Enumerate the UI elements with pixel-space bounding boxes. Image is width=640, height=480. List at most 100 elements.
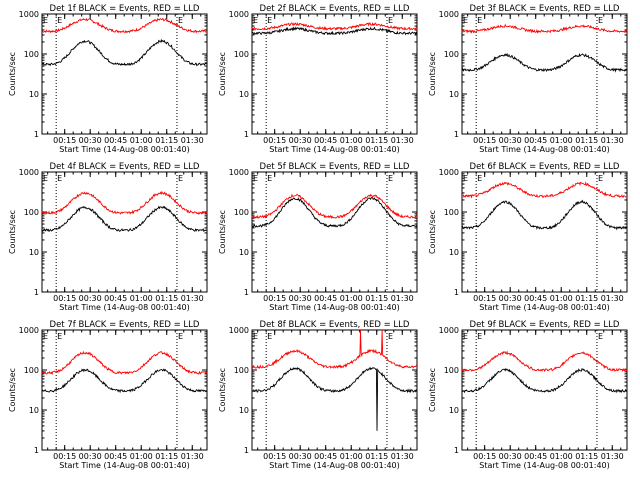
- y-tick-label: 1: [454, 288, 459, 297]
- x-tick-label: 00:15: [53, 294, 76, 303]
- x-axis-label: Start Time (14-Aug-08 00:01:40): [59, 303, 190, 312]
- x-tick-label: 00:15: [263, 294, 286, 303]
- x-tick-label: 00:30: [289, 294, 312, 303]
- panel-det-6: Det 6f BLACK = Events, RED = LLD 1 10 100 10…: [428, 162, 628, 312]
- y-tick-label: 1: [34, 288, 39, 297]
- x-tick-label: 00:45: [104, 452, 127, 461]
- edge-marker-label: E: [463, 16, 468, 25]
- panel-det-4: Det 4f BLACK = Events, RED = LLD 1 10 100 10…: [8, 162, 208, 312]
- panel-det-7: Det 7f BLACK = Events, RED = LLD 1 10 100 10…: [8, 320, 208, 470]
- x-tick-label: 01:15: [155, 294, 178, 303]
- x-tick-label: 01:00: [550, 452, 573, 461]
- x-tick-label: 01:15: [575, 452, 598, 461]
- x-tick-label: 00:30: [499, 294, 522, 303]
- events-rate-line: [461, 199, 628, 231]
- x-tick-label: 00:30: [79, 136, 102, 145]
- panel-title: Det 3f BLACK = Events, RED = LLD: [470, 4, 620, 14]
- events-rate-line: [41, 368, 208, 394]
- x-tick-label: 00:45: [314, 294, 337, 303]
- y-tick-label: 10: [29, 90, 39, 99]
- y-tick-label: 1: [34, 446, 39, 455]
- panel-det-3: Det 3f BLACK = Events, RED = LLD 1 10 100 10…: [428, 4, 628, 154]
- event-marker-label: E: [388, 332, 393, 341]
- y-tick-label: 1: [244, 130, 249, 139]
- lld-rate-line: [251, 193, 418, 220]
- lld-rate-line: [461, 23, 628, 34]
- x-tick-label: 00:15: [473, 452, 496, 461]
- edge-marker-label: E: [43, 174, 48, 183]
- x-tick-label: 01:15: [575, 136, 598, 145]
- y-tick-label: 1: [34, 130, 39, 139]
- x-tick-label: 01:00: [340, 452, 363, 461]
- event-marker-label: E: [388, 174, 393, 183]
- x-tick-label: 00:15: [53, 452, 76, 461]
- panel-title: Det 6f BLACK = Events, RED = LLD: [470, 162, 620, 172]
- lld-rate-line: [461, 350, 628, 372]
- panel-title: Det 4f BLACK = Events, RED = LLD: [50, 162, 200, 172]
- y-axis-label: Counts/sec: [218, 368, 227, 412]
- panel-title: Det 9f BLACK = Events, RED = LLD: [470, 320, 620, 330]
- x-axis-label: Start Time (14-Aug-08 00:01:40): [479, 461, 610, 470]
- y-tick-label: 100: [24, 50, 39, 59]
- lld-rate-line: [41, 17, 208, 34]
- x-tick-label: 00:30: [289, 136, 312, 145]
- x-tick-label: 00:15: [263, 452, 286, 461]
- y-tick-label: 100: [234, 50, 249, 59]
- event-marker-label: E: [178, 16, 183, 25]
- event-marker-label: E: [598, 16, 603, 25]
- x-tick-label: 01:15: [575, 294, 598, 303]
- y-tick-label: 100: [24, 366, 39, 375]
- x-axis-label: Start Time (14-Aug-08 00:01:40): [59, 145, 190, 154]
- edge-marker-label: E: [253, 332, 258, 341]
- x-tick-label: 01:30: [601, 294, 624, 303]
- y-axis-label: Counts/sec: [428, 210, 437, 254]
- x-tick-label: 01:30: [181, 452, 204, 461]
- y-tick-label: 10: [239, 90, 249, 99]
- x-tick-label: 01:00: [550, 136, 573, 145]
- plot-frame: [41, 171, 208, 293]
- edge-marker-label: E: [43, 16, 48, 25]
- event-marker-label: E: [598, 174, 603, 183]
- y-tick-label: 10: [239, 406, 249, 415]
- events-rate-line: [461, 52, 628, 73]
- x-tick-label: 01:00: [550, 294, 573, 303]
- event-marker-label: E: [477, 16, 482, 25]
- y-tick-label: 10: [449, 406, 459, 415]
- plot-frame: [461, 329, 628, 451]
- event-marker-label: E: [267, 16, 272, 25]
- x-tick-label: 01:30: [391, 136, 414, 145]
- event-marker-label: E: [477, 174, 482, 183]
- x-tick-label: 00:30: [79, 294, 102, 303]
- y-axis-label: Counts/sec: [8, 210, 17, 254]
- y-tick-label: 1000: [19, 10, 39, 19]
- x-tick-label: 01:00: [340, 136, 363, 145]
- panel-title: Det 1f BLACK = Events, RED = LLD: [50, 4, 200, 14]
- x-tick-label: 00:15: [473, 136, 496, 145]
- y-axis-label: Counts/sec: [8, 368, 17, 412]
- plot-frame: [461, 171, 628, 293]
- x-tick-label: 01:15: [365, 136, 388, 145]
- x-tick-label: 00:45: [104, 136, 127, 145]
- x-tick-label: 01:30: [391, 294, 414, 303]
- event-marker-label: E: [267, 332, 272, 341]
- x-axis-label: Start Time (14-Aug-08 00:01:40): [479, 303, 610, 312]
- y-axis-label: Counts/sec: [428, 52, 437, 96]
- events-rate-line: [251, 366, 418, 431]
- plot-frame: [251, 329, 418, 451]
- y-tick-label: 10: [449, 90, 459, 99]
- y-tick-label: 100: [234, 366, 249, 375]
- x-tick-label: 01:30: [391, 452, 414, 461]
- events-rate-line: [41, 38, 208, 67]
- x-tick-label: 00:30: [79, 452, 102, 461]
- y-axis-label: Counts/sec: [428, 368, 437, 412]
- panel-title: Det 8f BLACK = Events, RED = LLD: [260, 320, 410, 330]
- panel-det-9: Det 9f BLACK = Events, RED = LLD 1 10 100 10…: [428, 320, 628, 470]
- y-tick-label: 1000: [229, 326, 249, 335]
- y-axis-label: Counts/sec: [218, 52, 227, 96]
- panel-det-5: Det 5f BLACK = Events, RED = LLD 1 10 100 10…: [218, 162, 418, 312]
- x-tick-label: 00:45: [524, 294, 547, 303]
- event-marker-label: E: [57, 332, 62, 341]
- x-tick-label: 01:00: [130, 294, 153, 303]
- lld-rate-line: [251, 329, 418, 369]
- x-tick-label: 01:30: [181, 136, 204, 145]
